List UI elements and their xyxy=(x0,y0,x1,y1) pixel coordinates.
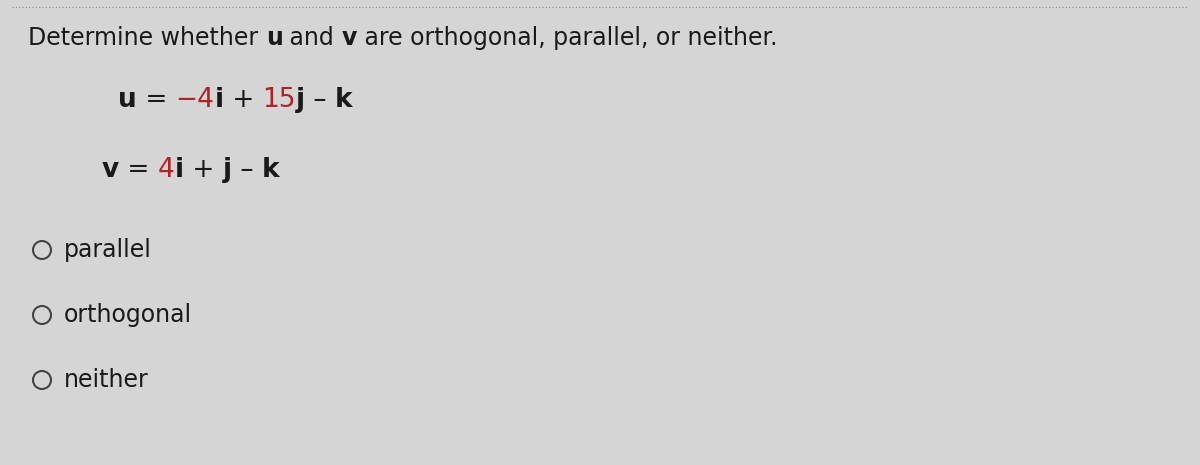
Text: =: = xyxy=(119,157,158,183)
Text: are orthogonal, parallel, or neither.: are orthogonal, parallel, or neither. xyxy=(358,26,778,50)
Text: v: v xyxy=(102,157,119,183)
Text: =: = xyxy=(137,87,175,113)
Text: i: i xyxy=(215,87,223,113)
Text: u: u xyxy=(265,26,282,50)
Text: neither: neither xyxy=(64,368,149,392)
Text: j: j xyxy=(223,157,232,183)
Text: i: i xyxy=(175,157,184,183)
Text: v: v xyxy=(342,26,358,50)
Text: −4: −4 xyxy=(175,87,215,113)
Text: and: and xyxy=(282,26,342,50)
Text: u: u xyxy=(118,87,137,113)
Text: orthogonal: orthogonal xyxy=(64,303,192,327)
Text: +: + xyxy=(184,157,223,183)
Text: –: – xyxy=(232,157,262,183)
Text: k: k xyxy=(335,87,353,113)
Text: Determine whether: Determine whether xyxy=(28,26,265,50)
Text: 4: 4 xyxy=(158,157,175,183)
Text: 15: 15 xyxy=(263,87,295,113)
Text: –: – xyxy=(305,87,335,113)
Text: k: k xyxy=(262,157,280,183)
Text: parallel: parallel xyxy=(64,238,152,262)
Text: +: + xyxy=(223,87,263,113)
Text: j: j xyxy=(295,87,305,113)
